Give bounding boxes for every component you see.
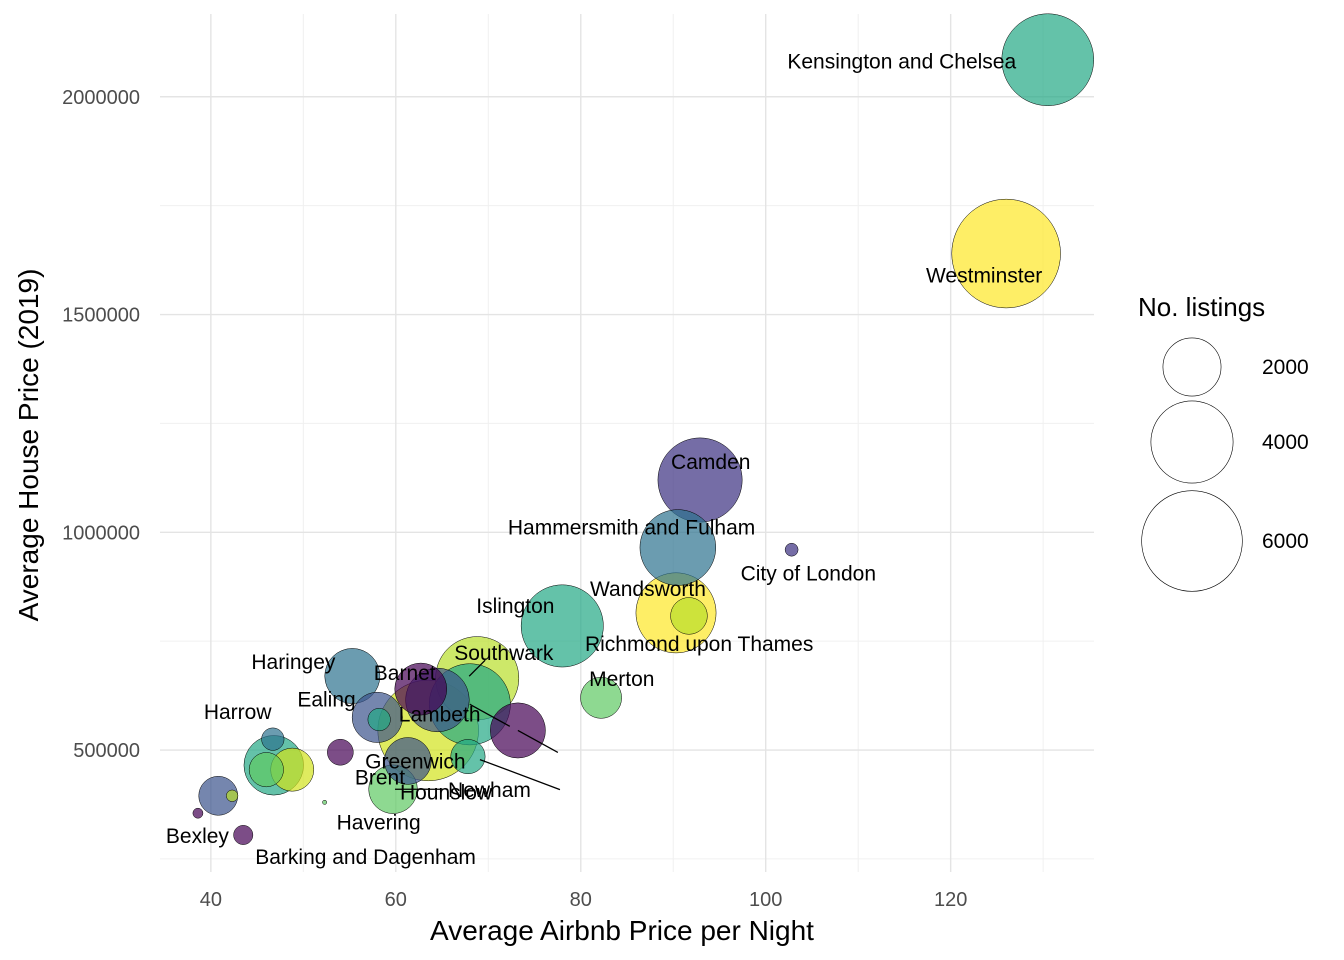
leader-line bbox=[469, 703, 511, 727]
y-axis-ticks: 500000 1000000 1500000 2000000 bbox=[62, 87, 140, 762]
x-tick-label: 80 bbox=[570, 889, 592, 911]
point-label: Westminster bbox=[926, 265, 1042, 288]
point-label: Ealing bbox=[297, 688, 355, 711]
data-point bbox=[322, 800, 327, 805]
x-tick-label: 100 bbox=[749, 889, 782, 911]
x-axis-title: Average Airbnb Price per Night bbox=[430, 915, 814, 946]
y-tick-label: 500000 bbox=[73, 740, 140, 762]
point-label: Richmond upon Thames bbox=[585, 633, 813, 656]
leader-line bbox=[479, 758, 561, 791]
point-label: Havering bbox=[337, 811, 421, 834]
y-tick-label: 1500000 bbox=[62, 305, 140, 327]
leader-line bbox=[517, 729, 559, 754]
data-point bbox=[261, 727, 285, 751]
data-point bbox=[226, 789, 239, 802]
data-point bbox=[324, 648, 381, 704]
y-tick-label: 1000000 bbox=[62, 522, 140, 544]
y-tick-label: 2000000 bbox=[62, 87, 140, 109]
point-label: Newham bbox=[448, 779, 531, 802]
point-label: Merton bbox=[589, 668, 654, 691]
data-point bbox=[784, 542, 799, 557]
point-label: Greenwich bbox=[365, 750, 465, 773]
point-label: Haringey bbox=[251, 651, 336, 674]
point-label: Barking and Dagenham bbox=[255, 846, 476, 869]
points-layer bbox=[192, 13, 1094, 845]
x-tick-label: 120 bbox=[934, 889, 967, 911]
data-point bbox=[394, 662, 448, 716]
legend-key-label: 6000 bbox=[1262, 530, 1309, 553]
data-point bbox=[248, 752, 284, 788]
x-axis-ticks: 40 60 80 100 120 bbox=[200, 889, 968, 911]
point-label: Bexley bbox=[166, 825, 230, 848]
point-label: Kensington and Chelsea bbox=[787, 51, 1016, 74]
legend-key-circle bbox=[1162, 337, 1222, 397]
legend: No. listings 2000 4000 6000 bbox=[1138, 292, 1309, 592]
point-label: Brent bbox=[355, 766, 405, 789]
point-labels: Kensington and Chelsea Westminster Camden H… bbox=[166, 51, 1042, 869]
point-label: Wandsworth bbox=[590, 578, 706, 601]
data-point bbox=[233, 825, 254, 845]
x-tick-label: 40 bbox=[200, 889, 222, 911]
legend-key-circle bbox=[1150, 400, 1234, 484]
legend-key-label: 4000 bbox=[1262, 431, 1309, 454]
data-point bbox=[327, 738, 354, 766]
point-label: City of London bbox=[741, 563, 876, 586]
leader-lines bbox=[395, 659, 561, 791]
data-point bbox=[450, 739, 486, 775]
legend-title: No. listings bbox=[1138, 292, 1265, 322]
point-label: Hammersmith and Fulham bbox=[508, 517, 755, 540]
point-label: Southwark bbox=[454, 642, 554, 665]
data-point bbox=[951, 198, 1061, 309]
x-tick-label: 60 bbox=[385, 889, 407, 911]
data-point bbox=[580, 676, 622, 719]
grid-minor bbox=[160, 14, 1094, 872]
leader-line bbox=[468, 659, 486, 677]
point-label: Hounslow bbox=[400, 782, 493, 805]
legend-items: 2000 4000 6000 bbox=[1141, 337, 1309, 592]
point-label: Camden bbox=[671, 451, 750, 474]
data-point bbox=[384, 737, 432, 785]
data-point bbox=[520, 584, 604, 668]
data-point bbox=[639, 509, 717, 586]
data-point bbox=[367, 708, 391, 732]
data-point bbox=[192, 807, 204, 819]
point-label: Lambeth bbox=[399, 703, 481, 726]
point-label: Islington bbox=[476, 595, 554, 618]
point-label: Harrow bbox=[204, 701, 273, 724]
legend-key-circle bbox=[1141, 490, 1243, 592]
data-point bbox=[1001, 13, 1094, 106]
point-label: Barnet bbox=[374, 662, 436, 685]
y-axis-title: Average House Price (2019) bbox=[13, 269, 44, 622]
legend-key-label: 2000 bbox=[1262, 356, 1309, 379]
grid-major bbox=[160, 14, 1094, 872]
data-point bbox=[670, 597, 708, 635]
